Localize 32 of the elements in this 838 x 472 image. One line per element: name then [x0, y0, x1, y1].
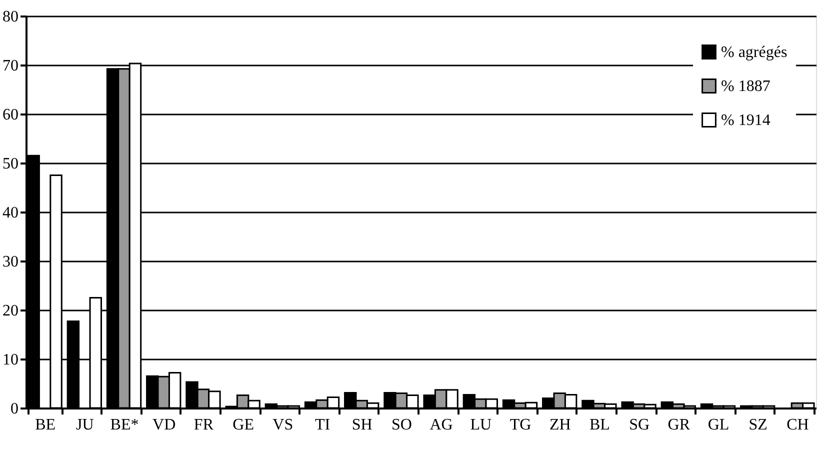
legend-label: % agrégés: [721, 44, 788, 61]
x-tick-label: FR: [194, 416, 214, 434]
x-tick-label: GR: [668, 416, 690, 434]
y-tick-label: 30: [2, 254, 18, 270]
x-tick-label: VD: [152, 416, 176, 434]
x-tick-label: SZ: [748, 416, 768, 434]
y-tick-label: 40: [2, 204, 18, 222]
x-tick-label: BE: [35, 416, 56, 434]
x-tick-label: CH: [786, 416, 810, 434]
y-tick-label: 50: [2, 156, 18, 172]
x-tick-label: ZH: [549, 416, 572, 434]
y-tick-label: 10: [2, 352, 18, 368]
y-tick-label: 70: [2, 58, 18, 74]
x-tick-label: BL: [589, 416, 610, 434]
x-tick-label: TI: [314, 416, 330, 434]
y-tick-label: 60: [2, 106, 18, 124]
x-tick-label: SO: [391, 416, 412, 434]
x-tick-label: TG: [510, 416, 532, 434]
x-tick-label: AG: [430, 416, 454, 434]
y-tick-label: 20: [2, 302, 18, 320]
y-tick-label: 80: [2, 8, 18, 26]
x-tick-label: SG: [629, 416, 650, 434]
y-tick-label: 0: [10, 400, 18, 418]
x-tick-label: LU: [470, 416, 492, 434]
x-tick-label: VS: [272, 416, 294, 434]
legend-label: % 1914: [721, 112, 770, 129]
legend-label: % 1887: [721, 78, 770, 95]
x-tick-label: GE: [232, 416, 254, 434]
x-tick-label: JU: [76, 416, 94, 434]
x-tick-label: SH: [352, 416, 373, 434]
x-tick-label: GL: [708, 416, 730, 434]
x-tick-label: BE*: [110, 416, 139, 434]
